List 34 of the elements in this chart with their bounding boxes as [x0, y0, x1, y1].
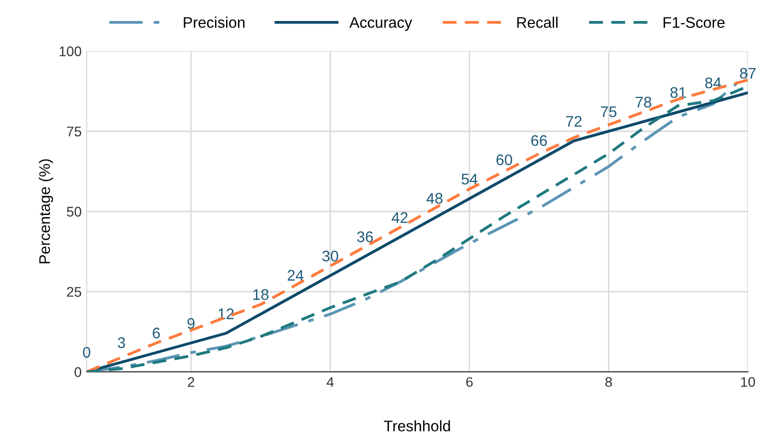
data-label: 0 — [82, 346, 90, 358]
legend-label: F1-Score — [664, 17, 725, 28]
y-tick-label: 50 — [66, 206, 82, 217]
data-label: 78 — [636, 96, 652, 108]
y-tick-label: 75 — [67, 126, 82, 136]
x-tick-label: 8 — [605, 377, 612, 387]
y-tick-label: 100 — [60, 46, 82, 56]
data-label: 72 — [566, 116, 582, 127]
data-label: 18 — [253, 289, 268, 300]
data-label: 87 — [740, 68, 756, 79]
data-label: 60 — [496, 154, 512, 166]
data-label: 75 — [600, 106, 616, 118]
data-label: 42 — [392, 212, 408, 223]
x-tick-label: 2 — [188, 377, 194, 387]
y-tick-label: 25 — [67, 286, 82, 297]
x-tick-label: 6 — [466, 377, 473, 387]
data-label: 9 — [188, 318, 195, 329]
data-label: 84 — [705, 77, 722, 88]
data-label: 3 — [118, 337, 126, 348]
legend-label: Accuracy — [349, 17, 412, 31]
x-tick-label: 4 — [326, 377, 334, 387]
y-axis-title: Percentage (%) — [38, 159, 54, 264]
data-label: 36 — [357, 231, 373, 242]
data-label: 48 — [426, 192, 442, 204]
legend-label: Precision — [184, 16, 244, 28]
data-label: 30 — [322, 250, 338, 262]
y-tick-label: 0 — [74, 367, 82, 378]
data-label: 54 — [462, 174, 478, 184]
data-label: 24 — [288, 270, 304, 281]
data-label: 6 — [152, 328, 160, 338]
x-axis-title: Treshhold — [384, 420, 450, 432]
data-label: 66 — [531, 135, 547, 146]
x-tick-label: 10 — [741, 377, 756, 387]
legend-label: Recall — [517, 16, 558, 28]
